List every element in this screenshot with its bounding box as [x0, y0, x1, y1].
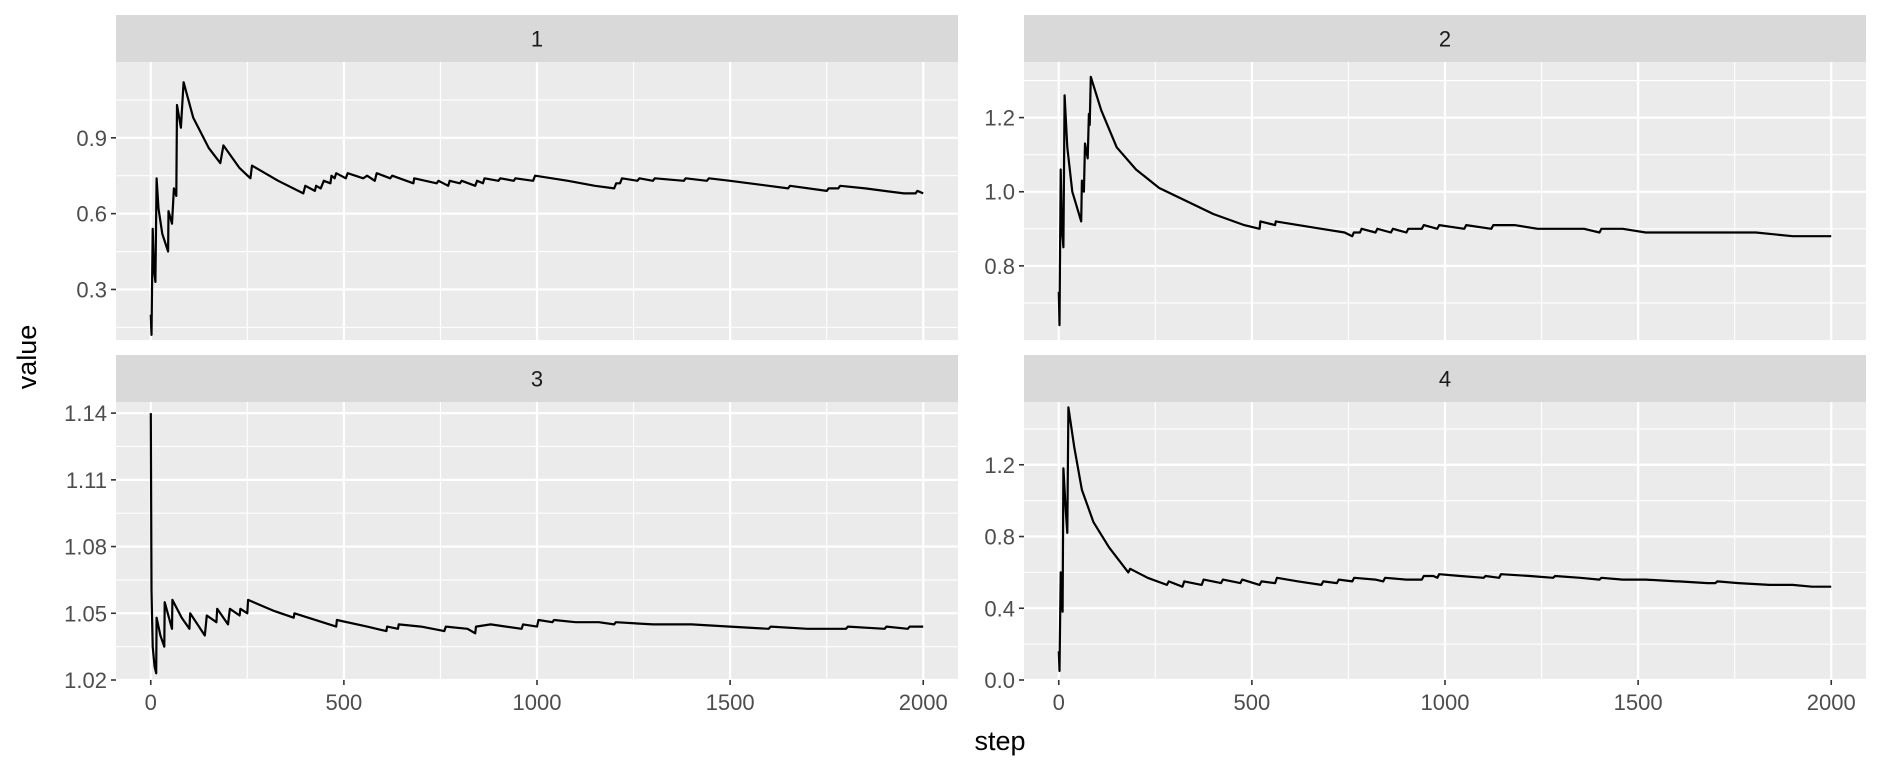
facet-strip — [116, 355, 958, 402]
y-tick-label: 1.2 — [984, 453, 1015, 478]
x-tick-label: 0 — [145, 690, 157, 715]
y-axis-title: value — [12, 325, 42, 390]
x-tick-label: 2000 — [899, 690, 948, 715]
facet-panel-2: 2 0.8 1.0 1.2 — [984, 15, 1866, 340]
facet-strip-label: 2 — [1439, 27, 1451, 52]
y-tick-label: 1.0 — [984, 180, 1015, 205]
x-tick-label: 500 — [326, 690, 363, 715]
y-tick-label: 0.8 — [984, 254, 1015, 279]
facet-strip-label: 3 — [531, 367, 543, 392]
y-tick-label: 0.9 — [76, 126, 107, 151]
x-tick-label: 2000 — [1807, 690, 1856, 715]
y-tick-label: 0.4 — [984, 596, 1015, 621]
series-line — [149, 81, 924, 336]
facet-panel-1: 1 0.3 0.6 0.9 — [76, 15, 958, 340]
facet-panel-3: 3 1.02 1.05 1.08 1.11 1.14 0 500 1000 1500 2000 — [64, 355, 958, 715]
y-tick-label: 1.14 — [64, 401, 107, 426]
x-tick-label: 1500 — [706, 690, 755, 715]
y-tick-label: 0.6 — [76, 202, 107, 227]
y-tick-label: 1.02 — [64, 668, 107, 693]
facet-strip-label: 4 — [1439, 367, 1451, 392]
y-tick-label: 0.3 — [76, 277, 107, 302]
y-tick-label: 0.0 — [984, 668, 1015, 693]
facet-strip-label: 1 — [531, 27, 543, 52]
x-tick-label: 0 — [1053, 690, 1065, 715]
x-tick-label: 1000 — [1421, 690, 1470, 715]
y-tick-label: 1.2 — [984, 106, 1015, 131]
y-tick-label: 1.05 — [64, 601, 107, 626]
x-tick-label: 1500 — [1614, 690, 1663, 715]
x-axis-title: step — [974, 726, 1025, 756]
y-tick-label: 1.11 — [66, 468, 107, 493]
facet-strip — [1024, 355, 1866, 402]
facet-strip — [1024, 15, 1866, 62]
facet-panels: 1 0.3 0.6 0.9 2 0.8 1.0 1.2 3 1.02 1.05 1.08 1.11 1.1… — [64, 15, 1866, 715]
series-line — [1057, 406, 1832, 673]
x-tick-label: 1000 — [513, 690, 562, 715]
series-line — [149, 413, 924, 675]
x-tick-label: 500 — [1234, 690, 1271, 715]
series-line — [1057, 75, 1832, 327]
y-tick-label: 1.08 — [64, 535, 107, 560]
facet-strip — [116, 15, 958, 62]
y-tick-label: 0.8 — [984, 525, 1015, 550]
facet-panel-4: 4 0.0 0.4 0.8 1.2 0 500 1000 1500 2000 — [984, 355, 1866, 715]
